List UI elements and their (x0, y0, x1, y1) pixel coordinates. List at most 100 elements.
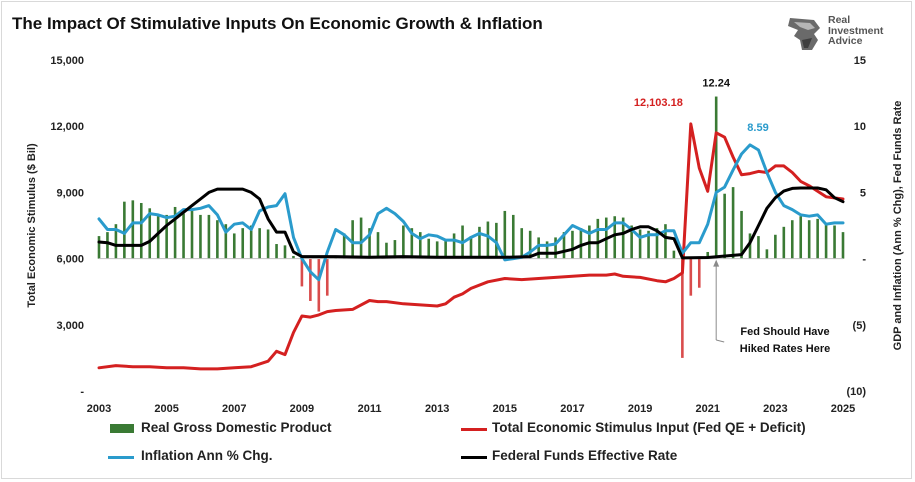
legend-swatch-inflation (108, 456, 134, 459)
gdp-bar (697, 258, 701, 288)
logo-line-1: Real (828, 14, 851, 26)
gdp-bar (368, 228, 371, 259)
fed-funds-line (97, 186, 845, 260)
x-tick-label: 2021 (695, 403, 719, 415)
gdp-bar (807, 220, 811, 259)
gdp-bar (266, 229, 270, 259)
left-tick-label: 12,000 (50, 121, 84, 133)
legend-gdp: Real Gross Domestic Product (141, 420, 332, 435)
stimulus-line (97, 122, 845, 371)
inflation-line (97, 143, 845, 282)
gdp-bar (757, 236, 760, 259)
x-tick-label: 2019 (628, 403, 652, 415)
left-tick-label: 9,000 (56, 187, 84, 199)
gdp-bar (435, 241, 439, 259)
left-tick-label: 15,000 (50, 55, 84, 67)
gdp-bar (190, 210, 194, 259)
series-lines (97, 122, 845, 371)
gdp-bar (630, 225, 633, 259)
gdp-bar (292, 255, 295, 259)
x-tick-label: 2011 (358, 403, 382, 415)
gdp-bar (224, 224, 228, 259)
legend-swatch-stimulus (461, 428, 487, 431)
gdp-bar (182, 213, 185, 259)
left-tick-label: 3,000 (56, 320, 84, 332)
x-tick-label: 2017 (560, 403, 584, 415)
gdp-bar (258, 228, 261, 259)
left-tick-label: - (80, 386, 84, 398)
gdp-bar (216, 220, 219, 259)
gdp-bar (156, 216, 160, 259)
gdp-bars (97, 96, 845, 358)
gdp-bar (199, 214, 202, 259)
gdp-bar (740, 210, 743, 259)
gdp-bar (613, 216, 617, 259)
x-tick-label: 2015 (493, 403, 517, 415)
gdp-bar (562, 232, 566, 259)
annotations: 12,103.18 12.24 8.59 Fed Should Have Hiked R… (634, 78, 830, 355)
gdp-bar (351, 220, 354, 259)
stimulus-peak-label: 12,103.18 (634, 97, 683, 109)
gdp-bar (511, 214, 515, 259)
gdp-bar (790, 220, 794, 259)
gdp-bar (579, 228, 583, 259)
right-tick-label: 10 (854, 121, 866, 133)
logo-line-2: Investment (828, 24, 884, 37)
gdp-bar (537, 237, 540, 259)
gdp-bar (714, 96, 718, 259)
gdp-bar (782, 226, 786, 259)
gdp-bar (207, 214, 211, 259)
gdp-bar (520, 228, 524, 259)
gdp-bar (824, 222, 828, 259)
gdp-bar (148, 208, 152, 259)
gdp-bar (385, 242, 388, 259)
logo: Real Investment Advice (784, 14, 902, 54)
gdp-bar (393, 240, 397, 259)
gdp-bar (495, 222, 498, 259)
logo-text: Real Investment Advice (828, 15, 883, 47)
gdp-bar (427, 238, 431, 259)
gdp-bar (452, 233, 456, 259)
gdp-bar (681, 258, 684, 358)
gdp-bar (131, 200, 135, 259)
gdp-bar (731, 187, 735, 259)
gdp-bar (325, 258, 329, 296)
gdp-bar (723, 193, 726, 259)
gdp-bar (816, 218, 819, 259)
gdp-bar (841, 232, 845, 259)
right-axis-title: GDP and Inflation (Ann % Chg), Fed Funds… (892, 101, 904, 351)
gdp-bar (376, 232, 380, 259)
gdp-bar (249, 225, 253, 259)
chart-title: The Impact Of Stimulative Inputs On Econ… (12, 14, 543, 33)
gdp-bar (647, 230, 650, 259)
gdp-bar (300, 258, 304, 287)
x-tick-label: 2003 (87, 403, 111, 415)
gdp-bar (765, 249, 769, 259)
gdp-bar (283, 245, 287, 259)
gdp-bar (114, 224, 118, 259)
gdp-bar (97, 236, 101, 259)
gdp-bar (410, 228, 414, 259)
right-tick-label: (5) (853, 320, 867, 332)
right-tick-label: - (862, 254, 866, 266)
legend-fedfunds: Federal Funds Effective Rate (492, 448, 678, 463)
axes: 15,000 12,000 9,000 6,000 3,000 - 15 10 5 - (5) (10… (26, 55, 904, 415)
x-tick-label: 2005 (154, 403, 178, 415)
gdp-bar (469, 236, 473, 259)
gdp-peak-label: 12.24 (702, 78, 730, 90)
x-tick-label: 2007 (222, 403, 246, 415)
right-tick-label: (10) (846, 386, 866, 398)
gdp-bar (689, 258, 693, 296)
logo-line-3: Advice (828, 35, 863, 47)
gdp-bar (545, 241, 549, 259)
x-tick-label: 2023 (763, 403, 787, 415)
gdp-bar (571, 230, 574, 259)
gdp-bar (241, 228, 245, 259)
fed-arrow-tail (716, 339, 725, 343)
right-tick-label: 15 (854, 55, 866, 67)
gdp-bar (664, 224, 667, 259)
legend-swatch-gdp (110, 424, 134, 433)
gdp-bar (799, 216, 803, 259)
